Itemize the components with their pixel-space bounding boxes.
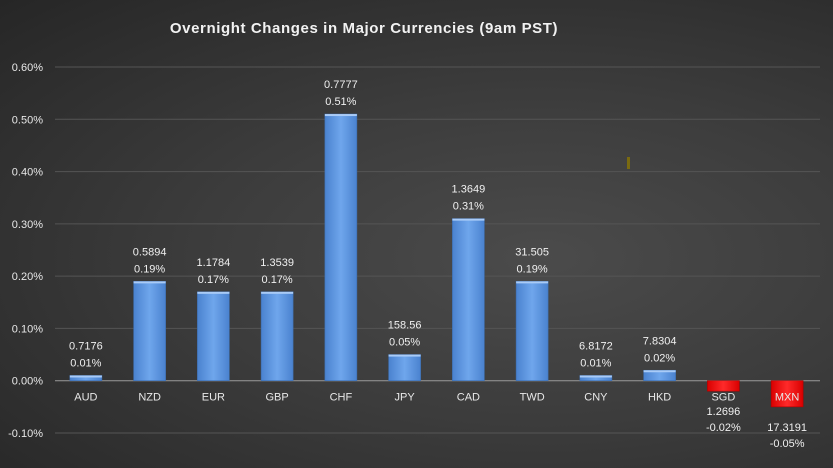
rate-label: 1.2696 — [707, 406, 741, 418]
x-tick-label: CHF — [330, 392, 353, 404]
y-tick-label: 0.60% — [12, 62, 43, 74]
x-tick-label: CAD — [457, 392, 480, 404]
bar-eur — [197, 291, 230, 382]
bar-top-highlight — [324, 114, 357, 117]
bar-nzd — [133, 281, 166, 382]
x-tick-label: NZD — [138, 392, 161, 404]
bar-top-highlight — [579, 375, 612, 378]
data-label: 0.01% — [580, 357, 611, 369]
data-label: 0.05% — [389, 337, 420, 349]
bar-mxn — [770, 380, 804, 408]
bar-chf — [324, 113, 358, 382]
data-label: 0.17% — [262, 274, 293, 286]
x-tick-label: TWD — [520, 392, 545, 404]
bar-top-highlight — [261, 291, 294, 294]
data-label: 0.31% — [453, 201, 484, 213]
x-tick-label: CNY — [584, 392, 608, 404]
rate-label: 17.3191 — [767, 422, 807, 434]
bar-top-highlight — [452, 218, 485, 221]
y-tick-label: 0.20% — [12, 271, 43, 283]
x-tick-label: AUD — [74, 392, 97, 404]
y-tick-label: 0.40% — [12, 167, 43, 179]
rate-label: 158.56 — [388, 320, 422, 332]
x-tick-label: JPY — [395, 392, 416, 404]
y-tick-label: -0.10% — [8, 428, 43, 440]
bar-top-highlight — [133, 281, 166, 284]
x-tick-label: GBP — [266, 392, 289, 404]
data-label: 0.19% — [517, 263, 548, 275]
rate-label: 0.7176 — [69, 340, 103, 352]
rate-label: 1.3649 — [452, 184, 486, 196]
y-tick-label: 0.50% — [12, 114, 43, 126]
x-tick-label: MXN — [775, 392, 800, 404]
rate-label: 0.7777 — [324, 79, 358, 91]
rate-label: 31.505 — [515, 246, 549, 258]
data-label: 0.19% — [134, 263, 165, 275]
y-tick-label: 0.00% — [12, 376, 43, 388]
rate-label: 7.8304 — [643, 335, 677, 347]
rate-label: 1.3539 — [260, 257, 294, 269]
chart-title: Overnight Changes in Major Currencies (9… — [170, 20, 558, 37]
bar-top-highlight — [388, 354, 421, 357]
data-label: -0.02% — [706, 422, 741, 434]
x-tick-label: SGD — [711, 392, 735, 404]
bar-gbp — [260, 291, 294, 382]
y-tick-label: 0.30% — [12, 219, 43, 231]
bar-top-highlight — [643, 370, 676, 373]
rate-label: 1.1784 — [197, 257, 231, 269]
rate-label: 0.5894 — [133, 246, 167, 258]
x-tick-label: EUR — [202, 392, 225, 404]
bar-twd — [515, 281, 549, 382]
bar-top-highlight — [69, 375, 102, 378]
x-tick-label: HKD — [648, 392, 671, 404]
rate-label: 6.8172 — [579, 340, 613, 352]
data-label: 0.17% — [198, 274, 229, 286]
data-label: 0.01% — [70, 357, 101, 369]
bar-cad — [452, 218, 485, 382]
bar-sgd — [707, 380, 740, 392]
bar-top-highlight — [197, 291, 230, 294]
data-label: 0.51% — [325, 96, 356, 108]
stray-mark — [627, 157, 630, 169]
data-label: -0.05% — [770, 438, 805, 450]
y-tick-label: 0.10% — [12, 323, 43, 335]
bar-top-highlight — [516, 281, 549, 284]
data-label: 0.02% — [644, 352, 675, 364]
bar-jpy — [388, 354, 421, 382]
